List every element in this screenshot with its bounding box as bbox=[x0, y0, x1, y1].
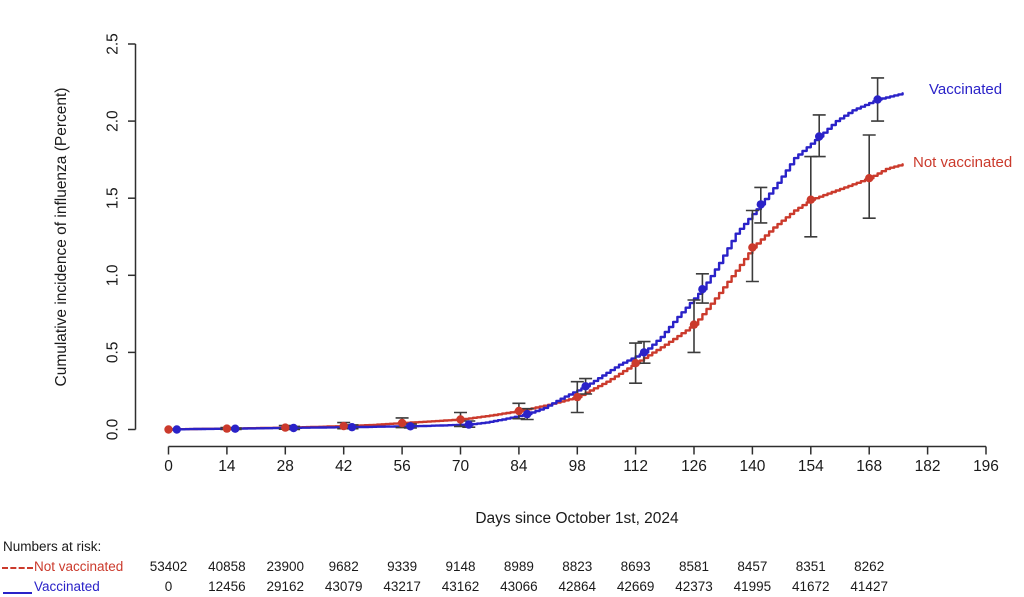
risk-count: 0 bbox=[164, 579, 173, 594]
risk-count: 40858 bbox=[208, 559, 246, 574]
marker-dot-not-vaccinated bbox=[456, 415, 465, 424]
marker-dot-vaccinated bbox=[406, 422, 415, 431]
risk-count: 8262 bbox=[854, 559, 885, 574]
marker-dot-vaccinated bbox=[464, 420, 473, 429]
marker-dot-not-vaccinated bbox=[339, 421, 348, 431]
marker-dot-not-vaccinated bbox=[689, 320, 699, 329]
x-axis-title: Days since October 1st, 2024 bbox=[475, 510, 679, 527]
risk-count: 42864 bbox=[558, 579, 597, 594]
risk-count: 43066 bbox=[500, 579, 538, 594]
risk-count: 42373 bbox=[675, 579, 713, 594]
x-tick-label: 98 bbox=[569, 458, 586, 475]
risk-count: 41995 bbox=[733, 579, 772, 594]
curve-label-vaccinated: Vaccinated bbox=[929, 81, 1003, 98]
x-tick-label: 0 bbox=[164, 458, 173, 475]
risk-count: 8693 bbox=[620, 559, 651, 574]
risk-count: 43217 bbox=[383, 579, 421, 594]
tick-labels: 0.0 0.5 1.0 1.5 2.0 2.5 0 14 28 42 56 70 84 98 112 126 1… bbox=[105, 33, 999, 475]
x-tick-label: 56 bbox=[393, 458, 410, 475]
risk-count: 9339 bbox=[387, 559, 418, 574]
marker-dot-not-vaccinated bbox=[281, 423, 290, 432]
series-line-not-vaccinated bbox=[167, 163, 904, 431]
risk-count: 41427 bbox=[850, 579, 888, 594]
marker-dot-vaccinated bbox=[873, 95, 882, 104]
risk-count: 53402 bbox=[149, 559, 188, 574]
x-tick-label: 140 bbox=[739, 458, 765, 475]
risk-count: 23900 bbox=[266, 559, 305, 574]
y-tick-label: 2.5 bbox=[105, 33, 122, 55]
risk-count: 41672 bbox=[792, 579, 830, 594]
marker-dot-vaccinated bbox=[231, 424, 240, 433]
marker-dot-vaccinated bbox=[581, 382, 590, 391]
marker-dot-not-vaccinated bbox=[222, 424, 232, 433]
y-axis-title: Cumulative incidence of influenza (Perce… bbox=[53, 87, 70, 387]
marker-dot-vaccinated bbox=[523, 409, 532, 419]
x-tick-label: 28 bbox=[277, 458, 294, 475]
y-tick-label: 0.0 bbox=[105, 418, 122, 440]
risk-count: 43079 bbox=[324, 579, 363, 594]
marker-dot-vaccinated bbox=[172, 425, 181, 434]
x-tick-label: 84 bbox=[510, 458, 528, 475]
marker-dot-not-vaccinated bbox=[865, 174, 874, 183]
risk-count: 42669 bbox=[616, 579, 655, 594]
risk-count: 8581 bbox=[678, 559, 710, 574]
marker-dot-not-vaccinated bbox=[806, 195, 815, 204]
y-tick-label: 0.5 bbox=[105, 342, 122, 364]
risk-row-label: Vaccinated bbox=[34, 579, 100, 594]
marker-dot-not-vaccinated bbox=[631, 359, 640, 368]
marker-dot-vaccinated bbox=[639, 348, 649, 357]
marker-dot-not-vaccinated bbox=[514, 406, 524, 416]
risk-count: 9148 bbox=[445, 559, 476, 574]
marker-dot-vaccinated bbox=[289, 423, 298, 433]
marker-dot-vaccinated bbox=[347, 423, 357, 432]
risk-count: 12456 bbox=[208, 579, 246, 594]
curve-label-not-vaccinated: Not vaccinated bbox=[913, 154, 1013, 171]
marker-dot-not-vaccinated bbox=[748, 243, 757, 252]
x-tick-label: 154 bbox=[798, 458, 824, 475]
marker-dot-vaccinated bbox=[698, 285, 707, 294]
marker-dot-vaccinated bbox=[815, 132, 824, 141]
marker-dot-not-vaccinated bbox=[164, 425, 173, 434]
risk-count: 8351 bbox=[795, 559, 826, 574]
risk-count: 9682 bbox=[328, 559, 359, 574]
risk-table-header: Numbers at risk: bbox=[3, 539, 102, 554]
marker-dot-not-vaccinated bbox=[573, 392, 582, 402]
risk-row-vaccinated: Vaccinated 0 12456 29162 43079 43217 43162 430… bbox=[0, 579, 1024, 595]
risk-count: 29162 bbox=[266, 579, 305, 594]
risk-count: 8457 bbox=[737, 559, 768, 574]
y-tick-label: 1.0 bbox=[105, 264, 122, 286]
risk-count: 43162 bbox=[441, 579, 480, 594]
x-tick-label: 126 bbox=[681, 458, 707, 475]
y-tick-label: 1.5 bbox=[105, 187, 122, 209]
x-tick-label: 14 bbox=[218, 458, 236, 475]
x-tick-label: 196 bbox=[973, 458, 999, 475]
risk-count: 8823 bbox=[562, 559, 593, 574]
solid-line-key bbox=[3, 592, 32, 594]
x-tick-label: 70 bbox=[452, 458, 470, 475]
axes bbox=[128, 43, 987, 455]
risk-count: 8989 bbox=[503, 559, 534, 574]
x-tick-label: 168 bbox=[856, 458, 882, 475]
series-line-vaccinated bbox=[167, 92, 904, 431]
x-tick-label: 182 bbox=[915, 458, 941, 475]
x-tick-label: 112 bbox=[623, 458, 648, 475]
risk-row-not-vaccinated: Not vaccinated 53402 40858 23900 9682 9339 91… bbox=[0, 559, 1024, 575]
x-tick-label: 42 bbox=[335, 458, 352, 475]
dashed-line-key bbox=[2, 567, 33, 569]
marker-dot-vaccinated bbox=[756, 200, 765, 209]
risk-row-label: Not vaccinated bbox=[34, 559, 124, 574]
marker-dot-not-vaccinated bbox=[397, 418, 407, 428]
y-tick-label: 2.0 bbox=[105, 110, 122, 132]
